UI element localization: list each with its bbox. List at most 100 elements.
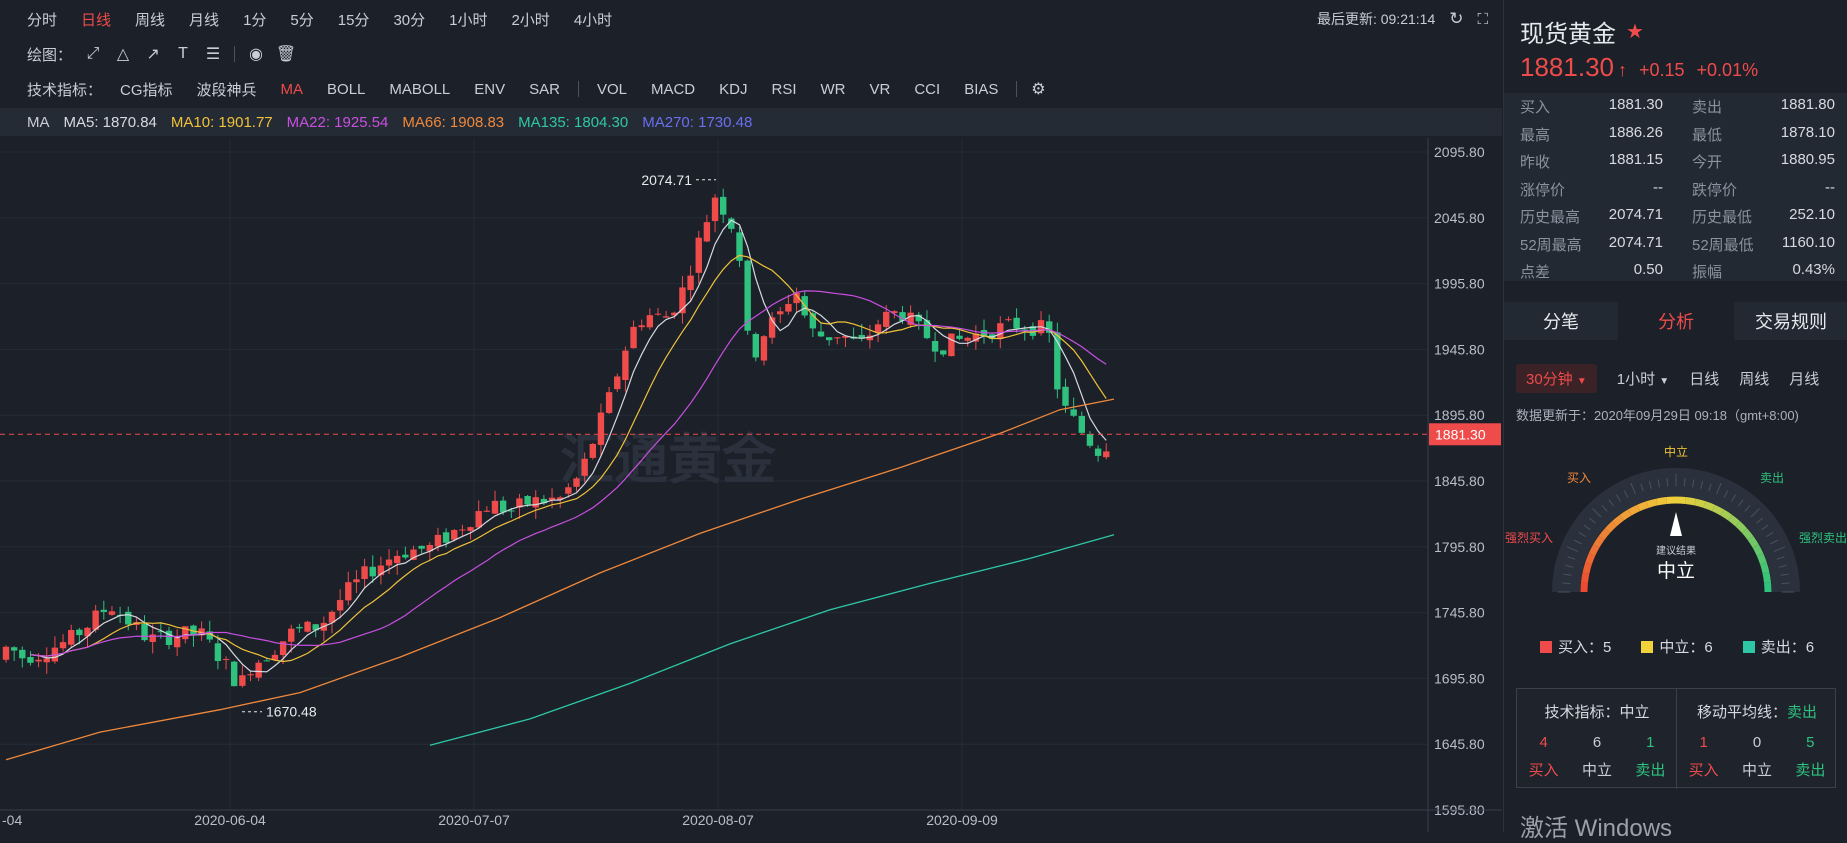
indicator-tab[interactable]: MACD xyxy=(650,80,696,98)
arrow-icon[interactable]: ↗ xyxy=(146,46,160,63)
quote-value: 0.50 xyxy=(1633,261,1663,279)
legend-ma: MA xyxy=(27,113,50,131)
indicator-tab[interactable]: BIAS xyxy=(964,80,999,98)
indicator-tab[interactable]: ENV xyxy=(474,80,506,98)
ma-legend: MA MA5: 1870.84 MA10: 1901.77 MA22: 1925… xyxy=(0,108,1502,136)
gauge-tick xyxy=(1780,573,1789,576)
candle-up xyxy=(68,629,75,645)
gauge-segment xyxy=(1646,498,1658,508)
candle-down xyxy=(1094,448,1102,456)
indicator-tab[interactable]: KDJ xyxy=(719,80,748,98)
candle-up xyxy=(304,621,311,632)
candle-down xyxy=(1021,329,1028,331)
quote-cell: 跌停价 -- xyxy=(1676,179,1847,200)
period-tab[interactable]: 分时 xyxy=(27,11,58,29)
trash-icon[interactable]: 🗑 xyxy=(275,46,297,63)
fibonacci-icon[interactable]: ☰ xyxy=(205,46,221,63)
tab-ticks[interactable]: 分笔 xyxy=(1504,302,1619,340)
candle-up xyxy=(467,527,474,531)
candle-down xyxy=(728,218,735,229)
candle-up xyxy=(662,316,670,318)
indicator-tab[interactable]: CCI xyxy=(914,80,941,98)
analysis-period[interactable]: 月线 xyxy=(1789,371,1820,388)
ma22-line xyxy=(30,290,1107,657)
analysis-period[interactable]: 周线 xyxy=(1739,371,1770,388)
gauge-tick xyxy=(1744,504,1751,512)
candle-up xyxy=(687,275,694,291)
technical-buy-value: 4 xyxy=(1539,734,1548,751)
candle-up xyxy=(279,641,287,656)
quote-row: 最高 1886.26 最低 1878.10 xyxy=(1504,121,1847,149)
period-tab[interactable]: 1分 xyxy=(243,11,267,29)
candle-up xyxy=(891,311,898,314)
gauge-tick xyxy=(1588,517,1596,524)
text-tool-icon[interactable]: T xyxy=(178,45,188,62)
indicator-tab[interactable]: 波段神兵 xyxy=(196,81,257,99)
period-tab[interactable]: 周线 xyxy=(135,11,166,29)
indicator-toolbar: 技术指标： CG指标 波段神兵 MA BOLL MABOLL ENV SAR V… xyxy=(0,72,1502,106)
gauge-segment xyxy=(1694,498,1706,508)
indicator-tab[interactable]: WR xyxy=(820,80,846,98)
refresh-icon[interactable]: ↻ xyxy=(1449,9,1464,28)
candlestick-chart[interactable]: 2095.80 2045.80 1995.80 1945.80 1895.80 1845.… xyxy=(0,138,1502,832)
indicator-tab[interactable]: SAR xyxy=(529,80,560,98)
gauge-tick xyxy=(1781,582,1790,585)
gear-icon[interactable]: ⚙ xyxy=(1031,81,1046,98)
period-label: 30分钟 xyxy=(1526,371,1573,388)
candle-up xyxy=(997,323,1004,340)
gauge-label: 中立 xyxy=(1664,444,1688,459)
candle-down xyxy=(736,232,743,261)
fullscreen-icon[interactable]: ⛶ xyxy=(1477,10,1488,28)
period-tab[interactable]: 2小时 xyxy=(511,11,550,29)
y-tick-label: 2095.80 xyxy=(1434,144,1485,160)
candle-down xyxy=(125,611,132,625)
indicator-tab[interactable]: VR xyxy=(869,80,891,98)
period-tab[interactable]: 4小时 xyxy=(573,11,613,29)
candle-down xyxy=(858,334,865,339)
indicator-tab[interactable]: VOL xyxy=(596,80,627,98)
period-tab[interactable]: 5分 xyxy=(290,11,314,29)
analysis-period[interactable]: 日线 xyxy=(1689,371,1720,388)
gauge-label: 强烈买入 xyxy=(1505,531,1553,545)
trend-line-icon[interactable]: ⤢ xyxy=(86,45,100,62)
triangle-icon[interactable]: △ xyxy=(116,46,130,63)
chart-watermark: 汇通黄金 xyxy=(560,428,777,491)
period-tab[interactable]: 30分 xyxy=(393,11,426,29)
indicator-tab[interactable]: CG指标 xyxy=(120,81,173,99)
indicator-tab[interactable]: MABOLL xyxy=(389,80,451,98)
quote-label: 最低 xyxy=(1692,126,1723,144)
quote-label: 昨收 xyxy=(1520,154,1551,172)
candle-up xyxy=(581,458,588,476)
last-update-text: 最后更新: 09:21:14 xyxy=(1316,11,1436,27)
candle-down xyxy=(825,337,833,341)
y-tick-label: 1895.80 xyxy=(1434,407,1485,423)
period-tab[interactable]: 月线 xyxy=(189,11,220,29)
chart-svg[interactable]: 2095.80 2045.80 1995.80 1945.80 1895.80 1845.… xyxy=(0,138,1502,832)
indicator-tab-active[interactable]: MA xyxy=(280,80,304,98)
drawing-toolbar: 绘图： ⤢ △ ↗ T ☰ ◉ 🗑 xyxy=(0,37,1502,71)
star-icon[interactable]: ★ xyxy=(1626,21,1644,43)
indicator-tab[interactable]: BOLL xyxy=(327,80,366,98)
indicator-tab[interactable]: RSI xyxy=(771,80,797,98)
eye-icon[interactable]: ◉ xyxy=(249,46,263,63)
y-tick-label: 1845.80 xyxy=(1434,473,1485,489)
tab-trading-rules[interactable]: 交易规则 xyxy=(1755,312,1827,332)
tab-analysis[interactable]: 分析 xyxy=(1619,302,1734,340)
period-tab-active[interactable]: 日线 xyxy=(81,11,112,29)
gauge-segment xyxy=(1752,544,1764,557)
y-tick-label: 2045.80 xyxy=(1434,210,1485,226)
period-tab[interactable]: 15分 xyxy=(337,11,370,29)
current-price-box xyxy=(1429,423,1501,446)
gauge-segment xyxy=(1703,501,1715,512)
candle-down xyxy=(442,532,450,543)
indicator-label: 技术指标： xyxy=(27,81,103,99)
candle-down xyxy=(214,643,222,661)
count-buy: 买入：5 xyxy=(1540,636,1611,657)
candle-up xyxy=(671,312,678,316)
analysis-period[interactable]: 1小时 ▼ xyxy=(1617,368,1669,389)
count-buy-label: 买入：5 xyxy=(1558,639,1612,656)
period-tab[interactable]: 1小时 xyxy=(449,11,488,29)
analysis-period-active[interactable]: 30分钟 ▼ xyxy=(1516,364,1597,393)
candle-down xyxy=(1070,409,1077,416)
gauge-label: 卖出 xyxy=(1760,471,1784,485)
